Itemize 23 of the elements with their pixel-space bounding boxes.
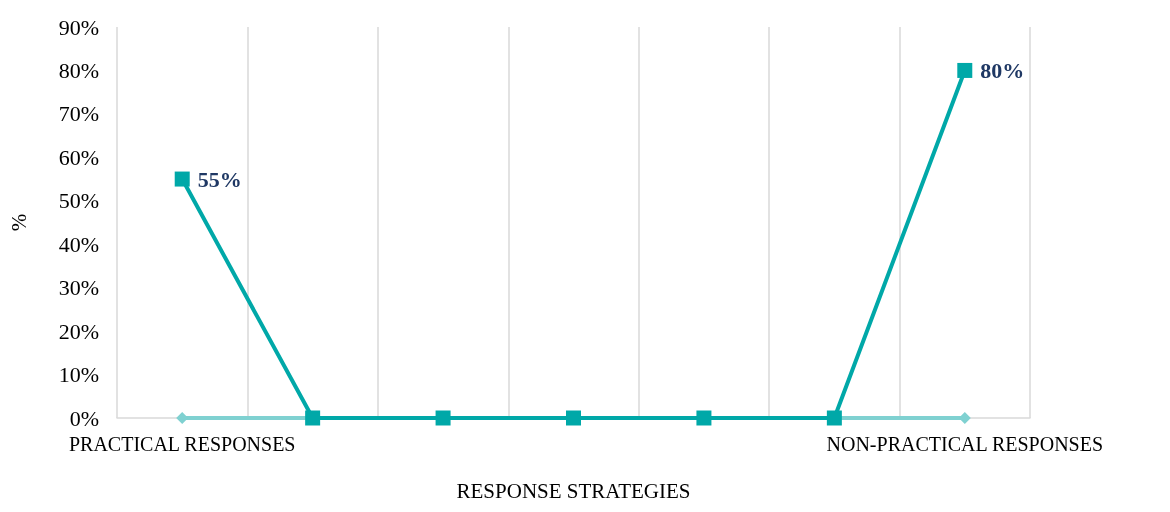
point [305, 410, 321, 426]
y-tick-label: 50% [58, 188, 99, 214]
point [566, 410, 581, 426]
y-axis-title: % [6, 213, 31, 232]
x-tick-label: PRACTICAL RESPONSES [68, 433, 296, 455]
y-tick-label: 40% [58, 231, 99, 257]
y-tick-label: 0% [69, 405, 99, 431]
y-tick-label: 60% [58, 144, 99, 170]
y-tick-label: 20% [58, 318, 99, 344]
point [696, 410, 712, 426]
point [435, 410, 451, 426]
y-tick-label: 90% [58, 14, 99, 40]
point [174, 171, 190, 187]
x-tick-label: NON-PRACTICAL RESPONSES [826, 433, 1104, 455]
data-label: 55% [197, 166, 242, 192]
point [826, 410, 842, 426]
y-tick-label: 70% [58, 101, 99, 127]
y-tick-label: 10% [58, 362, 99, 388]
x-axis-title: RESPONSE STRATEGIES [456, 478, 691, 503]
point [957, 62, 973, 78]
y-tick-label: 30% [58, 275, 99, 301]
data-label: 80% [980, 57, 1025, 83]
y-tick-label: 80% [58, 57, 99, 83]
